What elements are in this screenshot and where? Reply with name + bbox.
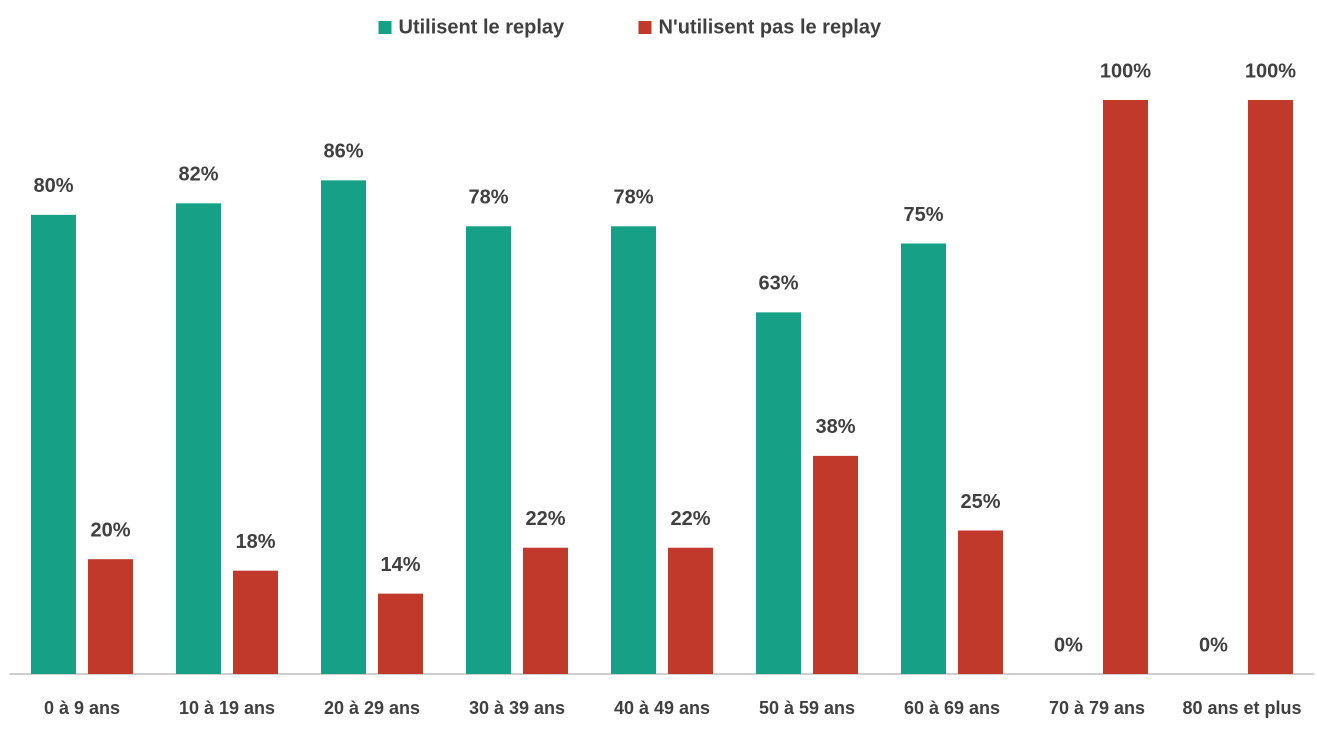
data-label: 0%	[1199, 634, 1228, 656]
bar	[466, 226, 511, 674]
bar	[88, 559, 133, 674]
data-label: 22%	[525, 508, 565, 530]
bar	[378, 593, 423, 674]
data-label: 18%	[235, 531, 275, 553]
bar	[523, 547, 568, 674]
legend-label: N'utilisent pas le replay	[659, 16, 882, 38]
bar	[176, 203, 221, 674]
legend-swatch	[378, 21, 392, 34]
x-tick-label: 80 ans et plus	[1182, 698, 1302, 718]
data-label: 78%	[468, 187, 508, 209]
x-tick-label: 50 à 59 ans	[758, 698, 856, 718]
bar	[668, 547, 713, 674]
bar	[756, 312, 801, 674]
x-tick-label: 40 à 49 ans	[613, 698, 711, 718]
data-label: 78%	[613, 187, 653, 209]
x-tick-label: 0 à 9 ans	[43, 698, 121, 718]
data-label: 25%	[960, 491, 1000, 513]
bar	[31, 214, 76, 675]
data-label: 0%	[1054, 634, 1083, 656]
bar	[958, 530, 1003, 674]
bar	[233, 570, 278, 674]
bar	[1103, 100, 1148, 674]
data-label: 14%	[380, 554, 420, 576]
bar	[611, 226, 656, 674]
legend-swatch	[638, 21, 652, 34]
legend-label: Utilisent le replay	[399, 16, 565, 38]
x-tick-label: 30 à 39 ans	[468, 698, 566, 718]
x-tick-label: 70 à 79 ans	[1048, 698, 1146, 718]
data-label: 75%	[903, 204, 943, 226]
data-label: 38%	[815, 416, 855, 438]
data-label: 100%	[1100, 60, 1151, 82]
data-label: 22%	[670, 508, 710, 530]
bar	[901, 243, 946, 674]
data-label: 86%	[323, 141, 363, 163]
data-label: 63%	[758, 273, 798, 295]
bar	[1248, 100, 1293, 674]
x-tick-label: 60 à 69 ans	[903, 698, 1001, 718]
bar	[321, 180, 366, 675]
bar	[813, 455, 858, 674]
data-label: 100%	[1245, 60, 1296, 82]
x-tick-label: 10 à 19 ans	[178, 698, 276, 718]
data-label: 80%	[33, 175, 73, 197]
data-label: 82%	[178, 164, 218, 186]
data-label: 20%	[90, 519, 130, 541]
x-tick-label: 20 à 29 ans	[323, 698, 421, 718]
